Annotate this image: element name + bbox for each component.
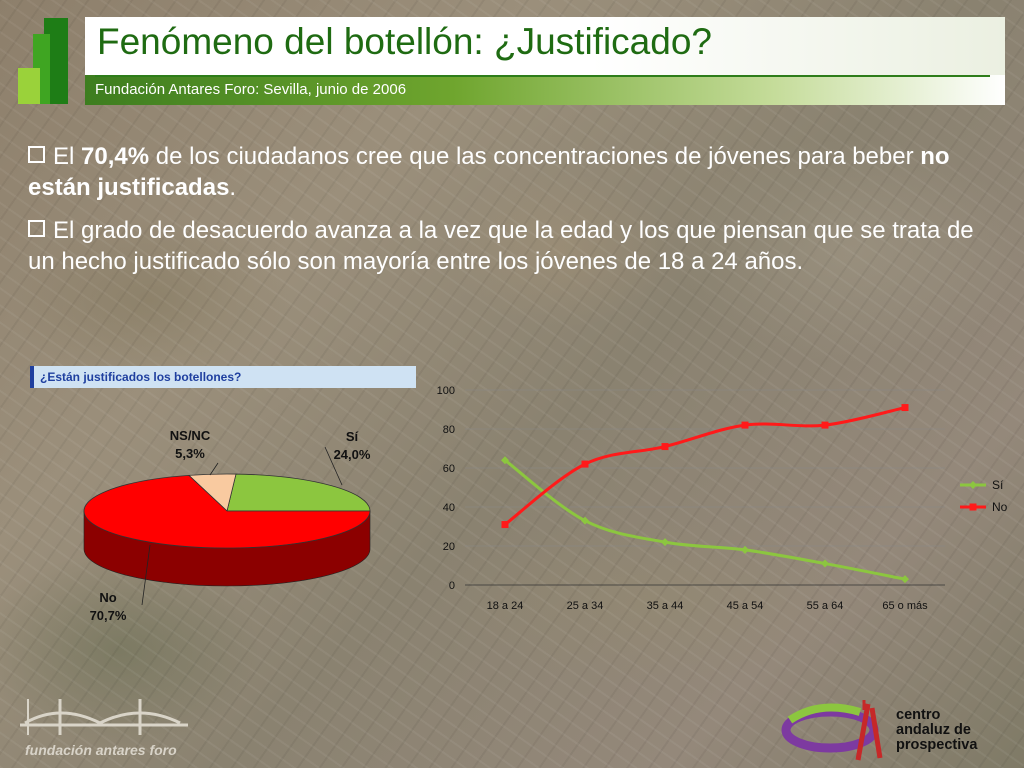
header-panel: Fenómeno del botellón: ¿Justificado? Fun… (85, 17, 1005, 105)
y-tick-label: 100 (437, 385, 455, 397)
x-tick-label: 45 a 54 (727, 600, 764, 612)
bridge-logo-icon (20, 699, 188, 735)
pie-leader-line (209, 462, 219, 476)
x-tick-label: 25 a 34 (567, 600, 604, 612)
y-tick-label: 40 (443, 502, 455, 514)
pie-label-si: Sí 24,0% (333, 429, 371, 462)
title-underline (95, 75, 990, 77)
bullet-item: El grado de desacuerdo avanza a la vez q… (28, 217, 974, 275)
legend-marker (969, 481, 977, 489)
pie-slice-No (83, 474, 371, 549)
checkbox-bullet-icon (28, 220, 45, 237)
data-point-Sí (581, 516, 589, 525)
x-tick-label: 35 a 44 (647, 600, 684, 612)
line-chart: 0 20 40 60 80 100 18 a 24 25 a 34 35 a 44 45 a 54… (437, 385, 1008, 612)
data-point-No (501, 521, 509, 529)
data-point-Sí (821, 559, 829, 568)
centro-andaluz-logo-icon (781, 700, 883, 761)
data-point-Sí (501, 456, 509, 465)
centro-andaluz-logo-text: centro andaluz de prospectiva (896, 707, 978, 753)
page-title: Fenómeno del botellón: ¿Justificado? (97, 21, 712, 62)
pie-label-nsnc: NS/NC 5,3% (169, 428, 211, 461)
pie-leader-line (324, 446, 343, 486)
legend-label-Sí: Sí (992, 478, 1004, 492)
data-point-No (901, 404, 909, 412)
data-point-Sí (901, 575, 909, 584)
data-point-No (581, 460, 589, 468)
x-tick-label: 65 o más (882, 600, 928, 612)
x-tick-label: 18 a 24 (487, 600, 524, 612)
data-point-No (661, 443, 669, 451)
bullet-item: El 70,4% de los ciudadanos cree que las … (28, 143, 950, 201)
y-tick-label: 20 (443, 541, 455, 553)
page-subtitle: Fundación Antares Foro: Sevilla, junio d… (95, 81, 407, 98)
series-line-Sí (504, 459, 906, 581)
legend-label-No: No (992, 500, 1008, 514)
series-line-No (504, 406, 906, 526)
pie-chart (83, 446, 371, 606)
data-point-Sí (741, 545, 749, 554)
foundation-logo-text: fundación antares foro (25, 742, 177, 758)
pie-slice-Sí (226, 473, 371, 512)
x-tick-label: 55 a 64 (807, 600, 844, 612)
legend-marker (969, 503, 977, 511)
y-tick-label: 60 (443, 463, 455, 475)
data-point-Sí (661, 538, 669, 547)
data-point-No (821, 421, 829, 429)
bullet-list: El 70,4% de los ciudadanos cree que las … (28, 141, 1003, 289)
y-tick-label: 80 (443, 424, 455, 436)
pie-leader-line (141, 544, 151, 606)
pie-chart-title: ¿Están justificados los botellones? (40, 370, 242, 384)
data-point-No (741, 421, 749, 429)
checkbox-bullet-icon (28, 146, 45, 163)
pie-chart-title-box: ¿Están justificados los botellones? (30, 366, 416, 388)
y-tick-label: 0 (449, 580, 455, 592)
pie-label-no: No 70,7% (89, 590, 127, 623)
